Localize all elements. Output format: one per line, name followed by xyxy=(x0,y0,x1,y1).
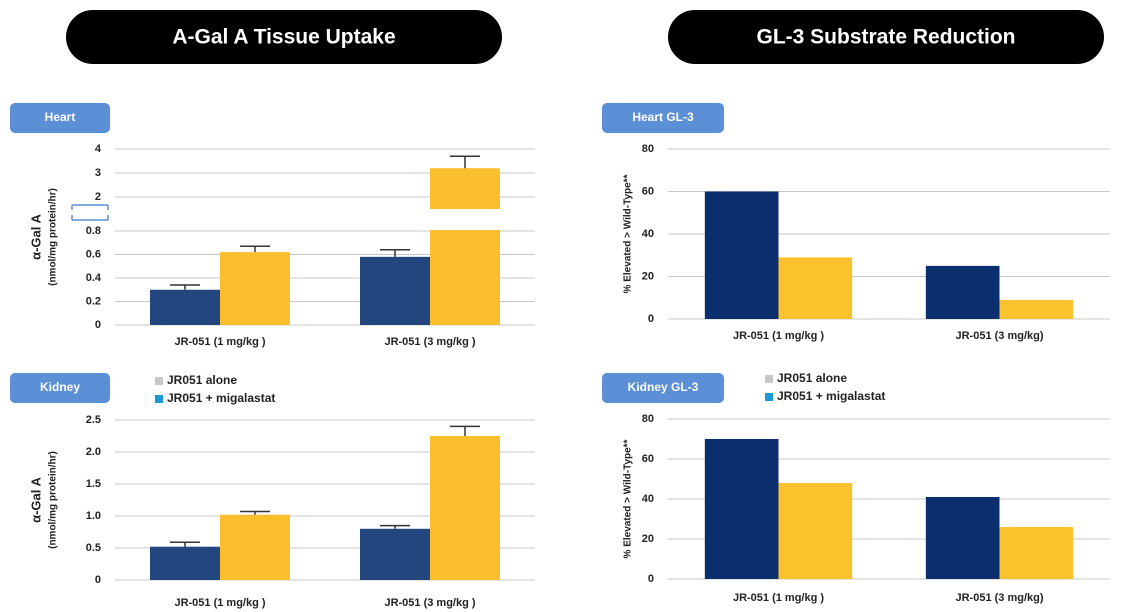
y-axis-label: α-Gal A xyxy=(28,476,43,522)
error-bar xyxy=(170,284,200,290)
y-tick-label: 0 xyxy=(95,574,101,586)
chart-tab xyxy=(10,373,110,403)
y-tick-label: 0 xyxy=(95,319,101,331)
y-tick-label: 40 xyxy=(642,228,654,240)
bar xyxy=(430,436,500,580)
error-bar xyxy=(380,249,410,257)
y-tick-label: 60 xyxy=(642,185,654,197)
bar xyxy=(778,257,853,319)
y-tick-label: 2.5 xyxy=(86,414,101,426)
legend-swatch xyxy=(765,393,773,401)
y-tick-label: 2.0 xyxy=(86,446,101,458)
bar xyxy=(925,497,1000,579)
y-tick-label: 2 xyxy=(95,191,101,203)
y-tick-label: 1.5 xyxy=(86,478,101,490)
legend-swatch xyxy=(155,377,163,385)
x-tick-label: JR-051 (1 mg/kg ) xyxy=(733,592,824,604)
bar xyxy=(360,256,430,325)
y-tick-label: 0 xyxy=(648,573,654,585)
header: A-Gal A Tissue Uptake xyxy=(172,26,395,49)
bar xyxy=(925,265,1000,319)
chart-title: Kidney GL-3 xyxy=(628,380,699,394)
error-bar xyxy=(170,541,200,547)
y-axis-label: % Elevated > Wild-Type** xyxy=(623,439,634,558)
header-pill xyxy=(668,10,1104,64)
chart-tab xyxy=(10,103,110,133)
chart-tab xyxy=(602,103,724,133)
bar xyxy=(150,289,220,325)
x-tick-label: JR-051 (3 mg/kg ) xyxy=(384,597,475,609)
error-bar xyxy=(240,510,270,515)
y-axis-label: (nmol/mg protein/hr) xyxy=(48,188,59,286)
x-tick-label: JR-051 (3 mg/kg ) xyxy=(384,336,475,348)
bar xyxy=(704,191,779,319)
bar xyxy=(704,439,779,579)
bar xyxy=(220,514,290,580)
bar xyxy=(999,527,1074,579)
axis-break-marker xyxy=(71,204,109,221)
bar xyxy=(999,299,1074,319)
x-tick-label: JR-051 (1 mg/kg ) xyxy=(174,597,265,609)
y-tick-label: 80 xyxy=(642,413,654,425)
y-tick-label: 3 xyxy=(95,167,101,179)
x-tick-label: JR-051 (1 mg/kg ) xyxy=(733,330,824,342)
bar xyxy=(360,528,430,580)
chart-title: Heart GL-3 xyxy=(632,110,694,124)
legend-swatch xyxy=(155,395,163,403)
bar xyxy=(150,546,220,580)
axis-break-gap xyxy=(429,209,501,230)
header: GL-3 Substrate Reduction xyxy=(756,26,1015,49)
y-tick-label: 0.6 xyxy=(86,248,101,260)
legend-swatch xyxy=(765,375,773,383)
y-tick-label: 60 xyxy=(642,453,654,465)
header-pill xyxy=(66,10,502,64)
y-axis-label: (nmol/mg protein/hr) xyxy=(48,451,59,549)
y-axis-label: % Elevated > Wild-Type** xyxy=(623,174,634,293)
error-bar xyxy=(240,245,270,253)
chart-title: Kidney xyxy=(40,380,80,394)
y-tick-label: 1.0 xyxy=(86,510,101,522)
y-tick-label: 80 xyxy=(642,143,654,155)
y-tick-label: 20 xyxy=(642,270,654,282)
y-tick-label: 0 xyxy=(648,313,654,325)
bar xyxy=(778,483,853,579)
error-bar xyxy=(380,524,410,529)
error-bar xyxy=(450,155,480,169)
y-tick-label: 0.4 xyxy=(86,272,102,284)
bar xyxy=(430,168,500,325)
y-tick-label: 0.2 xyxy=(86,295,101,307)
legend-label: JR051 + migalastat xyxy=(777,389,885,403)
legend-label: JR051 + migalastat xyxy=(167,391,275,405)
bar xyxy=(220,252,290,325)
x-tick-label: JR-051 (3 mg/kg) xyxy=(955,592,1043,604)
y-tick-label: 4 xyxy=(95,143,102,155)
x-tick-label: JR-051 (1 mg/kg ) xyxy=(174,336,265,348)
chart-title: Heart xyxy=(45,110,76,124)
error-bar xyxy=(450,425,480,436)
chart-tab xyxy=(602,373,724,403)
y-tick-label: 0.5 xyxy=(86,542,101,554)
legend-label: JR051 alone xyxy=(777,371,847,385)
legend-label: JR051 alone xyxy=(167,373,237,387)
y-axis-label: α-Gal A xyxy=(28,213,43,259)
x-tick-label: JR-051 (3 mg/kg) xyxy=(955,330,1043,342)
y-tick-label: 20 xyxy=(642,533,654,545)
y-tick-label: 40 xyxy=(642,493,654,505)
y-tick-label: 0.8 xyxy=(86,225,101,237)
